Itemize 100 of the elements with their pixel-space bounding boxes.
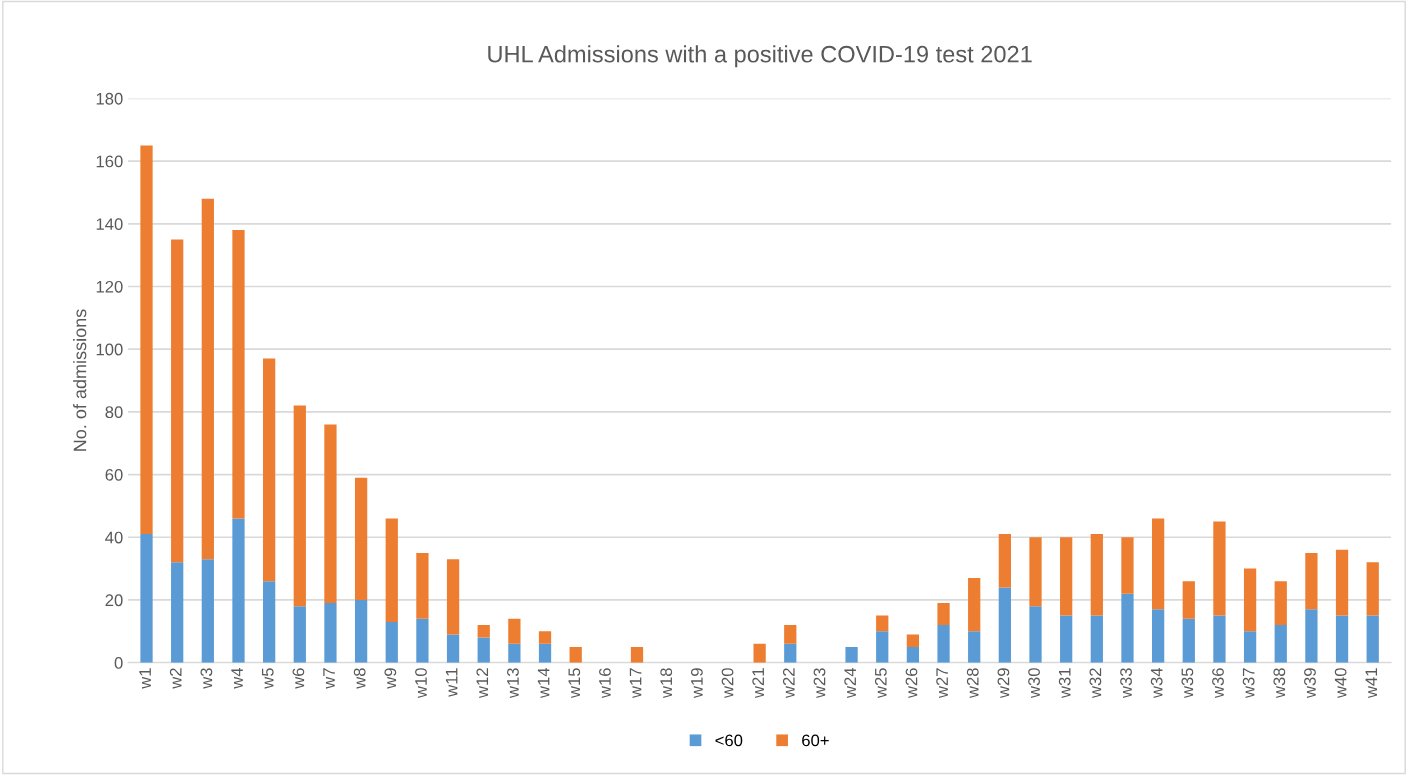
bar bbox=[1213, 615, 1226, 663]
x-tick-label: w31 bbox=[1058, 668, 1071, 699]
x-tick-label: w27 bbox=[936, 668, 948, 699]
y-tick-label: 140 bbox=[96, 218, 123, 231]
x-tick-label: w3 bbox=[200, 668, 213, 689]
x-tick-label: w35 bbox=[1181, 668, 1194, 699]
x-tick-label: w23 bbox=[813, 668, 826, 699]
x-tick-label: w2 bbox=[169, 668, 182, 689]
x-tick-label: w39 bbox=[1304, 668, 1316, 699]
bar bbox=[1121, 593, 1134, 663]
bar bbox=[1213, 521, 1226, 616]
bar bbox=[998, 534, 1011, 588]
bar bbox=[1121, 537, 1134, 594]
x-tick-label: w20 bbox=[721, 668, 734, 699]
bar bbox=[630, 646, 644, 663]
bar bbox=[1090, 534, 1103, 616]
x-tick-label: w12 bbox=[476, 668, 489, 699]
bar bbox=[385, 518, 398, 622]
bar bbox=[232, 230, 245, 519]
bar bbox=[1274, 581, 1287, 626]
bar bbox=[937, 603, 950, 626]
bar bbox=[140, 534, 153, 663]
y-tick-label: 40 bbox=[105, 531, 123, 544]
bar bbox=[968, 577, 981, 632]
x-tick-label: w26 bbox=[905, 668, 918, 699]
bar bbox=[508, 643, 521, 663]
bar bbox=[876, 631, 889, 663]
y-tick-label: 60 bbox=[105, 468, 123, 481]
x-tick-label: w37 bbox=[1242, 668, 1255, 699]
x-tick-label: w8 bbox=[353, 668, 366, 689]
x-tick-label: w38 bbox=[1273, 668, 1286, 699]
x-tick-label: w28 bbox=[966, 668, 979, 699]
bar bbox=[171, 562, 184, 663]
bar bbox=[263, 581, 276, 663]
bar bbox=[140, 145, 153, 535]
bar bbox=[1090, 615, 1103, 663]
bar bbox=[1029, 606, 1042, 663]
bar bbox=[1335, 549, 1349, 616]
x-tick-label: w1 bbox=[139, 668, 151, 689]
x-tick-label: w14 bbox=[537, 667, 550, 699]
bar bbox=[171, 239, 184, 563]
bar bbox=[968, 631, 981, 663]
x-tick-label: w11 bbox=[445, 668, 458, 697]
bar bbox=[385, 621, 398, 663]
bar bbox=[1366, 615, 1379, 663]
bar bbox=[1274, 625, 1287, 663]
x-tick-label: w34 bbox=[1150, 667, 1163, 699]
bar bbox=[1060, 615, 1073, 663]
bar bbox=[538, 631, 552, 644]
bar bbox=[1243, 568, 1257, 632]
x-tick-label: w36 bbox=[1212, 668, 1224, 699]
bar bbox=[784, 625, 797, 644]
bar bbox=[416, 618, 429, 663]
x-tick-label: w40 bbox=[1334, 668, 1347, 699]
y-tick-label: 20 bbox=[105, 594, 123, 607]
x-tick-label: w9 bbox=[384, 668, 397, 689]
bar bbox=[293, 405, 306, 607]
x-tick-label: w4 bbox=[231, 667, 243, 689]
y-tick-label: 180 bbox=[96, 92, 123, 105]
x-tick-label: w17 bbox=[629, 668, 642, 699]
bar bbox=[263, 358, 276, 582]
bar bbox=[201, 198, 214, 560]
bar bbox=[1335, 615, 1349, 663]
x-tick-label: w16 bbox=[599, 668, 611, 699]
bar bbox=[201, 559, 214, 663]
bar bbox=[477, 625, 490, 638]
bar bbox=[906, 646, 920, 663]
bar bbox=[477, 637, 490, 663]
x-tick-label: w24 bbox=[844, 667, 856, 699]
bar bbox=[446, 559, 460, 635]
bar bbox=[906, 634, 920, 647]
y-tick-label: 80 bbox=[105, 406, 123, 419]
x-tick-label: w6 bbox=[292, 668, 305, 689]
x-tick-label: w7 bbox=[323, 668, 335, 689]
y-tick-label: 160 bbox=[96, 155, 123, 168]
x-tick-label: w15 bbox=[568, 668, 581, 699]
x-tick-label: w41 bbox=[1365, 668, 1378, 699]
bar bbox=[1366, 562, 1379, 616]
bar bbox=[937, 625, 950, 663]
x-tick-label: w33 bbox=[1120, 668, 1132, 699]
bar bbox=[324, 424, 337, 604]
bar bbox=[1243, 631, 1257, 663]
bar bbox=[569, 646, 582, 663]
bar bbox=[1152, 609, 1165, 663]
y-tick-label: 0 bbox=[114, 657, 123, 669]
x-tick-label: w25 bbox=[874, 668, 887, 699]
bar bbox=[508, 618, 521, 644]
bar bbox=[293, 606, 306, 663]
x-tick-label: w19 bbox=[690, 668, 703, 699]
bar bbox=[354, 477, 368, 600]
bar bbox=[845, 646, 858, 663]
bar bbox=[1152, 518, 1165, 610]
legend-label: 60+ bbox=[802, 734, 829, 747]
x-tick-label: w18 bbox=[660, 668, 673, 699]
y-tick-label: 100 bbox=[96, 343, 123, 356]
chart-title: UHL Admissions with a positive COVID-19 test 2021 bbox=[488, 45, 1032, 68]
x-tick-label: w5 bbox=[261, 668, 274, 689]
x-tick-label: w13 bbox=[507, 668, 519, 699]
x-tick-label: w22 bbox=[782, 668, 795, 699]
x-tick-label: w10 bbox=[415, 668, 427, 699]
